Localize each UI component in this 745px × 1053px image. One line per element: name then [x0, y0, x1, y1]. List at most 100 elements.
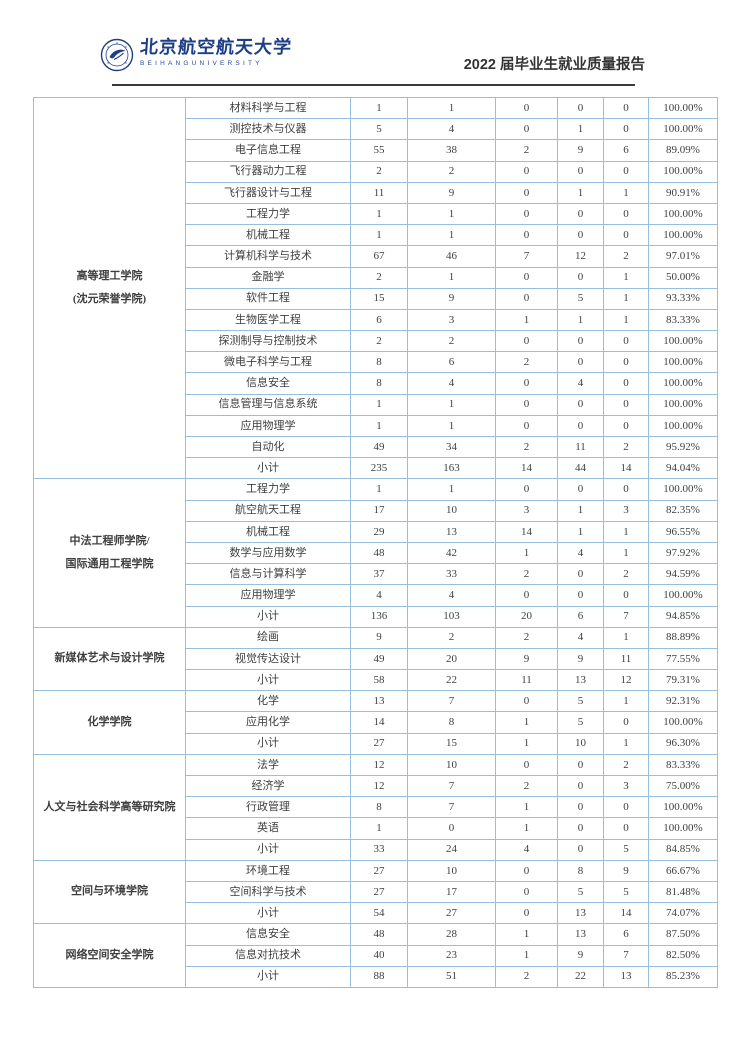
percent-cell: 100.00%	[648, 202, 718, 226]
count-cell: 0	[557, 563, 604, 586]
count-cell: 9	[557, 139, 604, 162]
count-cell: 5	[557, 880, 604, 904]
table-row: 自动化 49 34 2 11 2 95.92%	[34, 435, 718, 459]
major-name-cell: 机械工程	[185, 224, 351, 247]
major-name-cell: 行政管理	[185, 796, 351, 819]
count-cell: 27	[350, 859, 408, 882]
major-name-cell: 信息对抗技术	[185, 944, 351, 967]
percent-cell: 100.00%	[648, 393, 718, 416]
college-name-line: 国际通用工程学院	[65, 558, 154, 571]
percent-cell: 100.00%	[648, 372, 718, 395]
table-row: 金融学 2 1 0 0 1 50.00%	[34, 266, 718, 289]
percent-cell: 77.55%	[648, 647, 718, 671]
percent-cell: 100.00%	[648, 796, 718, 819]
count-cell: 9	[495, 647, 558, 671]
count-cell: 55	[350, 139, 408, 162]
count-cell: 7	[407, 796, 496, 819]
count-cell: 0	[495, 330, 558, 353]
count-cell: 0	[603, 202, 649, 226]
count-cell: 5	[557, 711, 604, 734]
count-cell: 1	[557, 520, 604, 543]
count-cell: 6	[557, 605, 604, 628]
count-cell: 0	[557, 160, 604, 183]
count-cell: 8	[350, 796, 408, 819]
count-cell: 0	[495, 96, 558, 120]
count-cell: 0	[495, 584, 558, 607]
count-cell: 0	[603, 796, 649, 819]
table-row: 应用物理学 1 1 0 0 0 100.00%	[34, 414, 718, 438]
count-cell: 15	[407, 732, 496, 755]
count-cell: 5	[603, 880, 649, 904]
major-name-cell: 小计	[185, 457, 351, 480]
percent-cell: 100.00%	[648, 118, 718, 141]
count-cell: 33	[407, 563, 496, 586]
count-cell: 27	[350, 880, 408, 904]
percent-cell: 94.04%	[648, 457, 718, 480]
count-cell: 4	[350, 584, 408, 607]
college-name-cell: 空间与环境学院	[33, 859, 186, 925]
count-cell: 34	[407, 435, 496, 459]
percent-cell: 81.48%	[648, 880, 718, 904]
count-cell: 12	[350, 753, 408, 777]
count-cell: 0	[495, 880, 558, 904]
count-cell: 0	[603, 118, 649, 141]
percent-cell: 66.67%	[648, 859, 718, 882]
count-cell: 4	[407, 118, 496, 141]
table-row: 经济学 12 7 2 0 3 75.00%	[34, 774, 718, 798]
count-cell: 12	[350, 774, 408, 798]
count-cell: 1	[350, 478, 408, 501]
college-name-cell: 网络空间安全学院	[33, 923, 186, 988]
major-name-cell: 化学	[185, 690, 351, 713]
table-row: 机械工程 29 13 14 1 1 96.55%	[34, 520, 718, 543]
count-cell: 2	[407, 330, 496, 353]
percent-cell: 95.92%	[648, 435, 718, 459]
count-cell: 0	[603, 817, 649, 840]
major-name-cell: 空间科学与技术	[185, 880, 351, 904]
percent-cell: 100.00%	[648, 414, 718, 438]
major-name-cell: 小计	[185, 965, 351, 988]
percent-cell: 94.59%	[648, 563, 718, 586]
count-cell: 3	[407, 308, 496, 332]
percent-cell: 84.85%	[648, 838, 718, 861]
count-cell: 0	[603, 372, 649, 395]
count-cell: 40	[350, 944, 408, 967]
percent-cell: 74.07%	[648, 902, 718, 925]
major-name-cell: 飞行器设计与工程	[185, 181, 351, 204]
count-cell: 0	[557, 838, 604, 861]
count-cell: 0	[495, 118, 558, 141]
percent-cell: 82.50%	[648, 944, 718, 967]
count-cell: 0	[495, 202, 558, 226]
count-cell: 0	[495, 287, 558, 310]
count-cell: 0	[557, 774, 604, 798]
percent-cell: 100.00%	[648, 96, 718, 120]
count-cell: 0	[495, 266, 558, 289]
table-row: 工程力学 1 1 0 0 0 100.00%	[34, 202, 718, 226]
college-name-line: 中法工程师学院/	[69, 534, 150, 547]
count-cell: 6	[407, 351, 496, 374]
table-row: 小计 58 22 11 13 12 79.31%	[34, 669, 718, 692]
percent-cell: 100.00%	[648, 351, 718, 374]
count-cell: 0	[557, 224, 604, 247]
university-seal-icon	[100, 38, 134, 72]
table-row: 中法工程师学院/国际通用工程学院 工程力学 1 1 0 0 0 100.00%	[33, 478, 718, 628]
count-cell: 1	[495, 923, 558, 946]
major-name-cell: 飞行器动力工程	[185, 160, 351, 183]
count-cell: 2	[603, 245, 649, 268]
count-cell: 2	[603, 753, 649, 777]
university-logo: 北京航空航天大学 BEIHANGUNIVERSITY	[100, 37, 293, 72]
count-cell: 17	[407, 880, 496, 904]
count-cell: 4	[495, 838, 558, 861]
count-cell: 7	[407, 774, 496, 798]
count-cell: 9	[407, 181, 496, 204]
count-cell: 5	[350, 118, 408, 141]
count-cell: 5	[603, 838, 649, 861]
percent-cell: 100.00%	[648, 478, 718, 501]
count-cell: 12	[557, 245, 604, 268]
count-cell: 58	[350, 669, 408, 692]
table-row: 小计 235 163 14 44 14 94.04%	[34, 457, 718, 480]
major-name-cell: 信息管理与信息系统	[185, 393, 351, 416]
count-cell: 14	[495, 520, 558, 543]
count-cell: 1	[350, 414, 408, 438]
count-cell: 4	[557, 541, 604, 565]
count-cell: 8	[350, 372, 408, 395]
